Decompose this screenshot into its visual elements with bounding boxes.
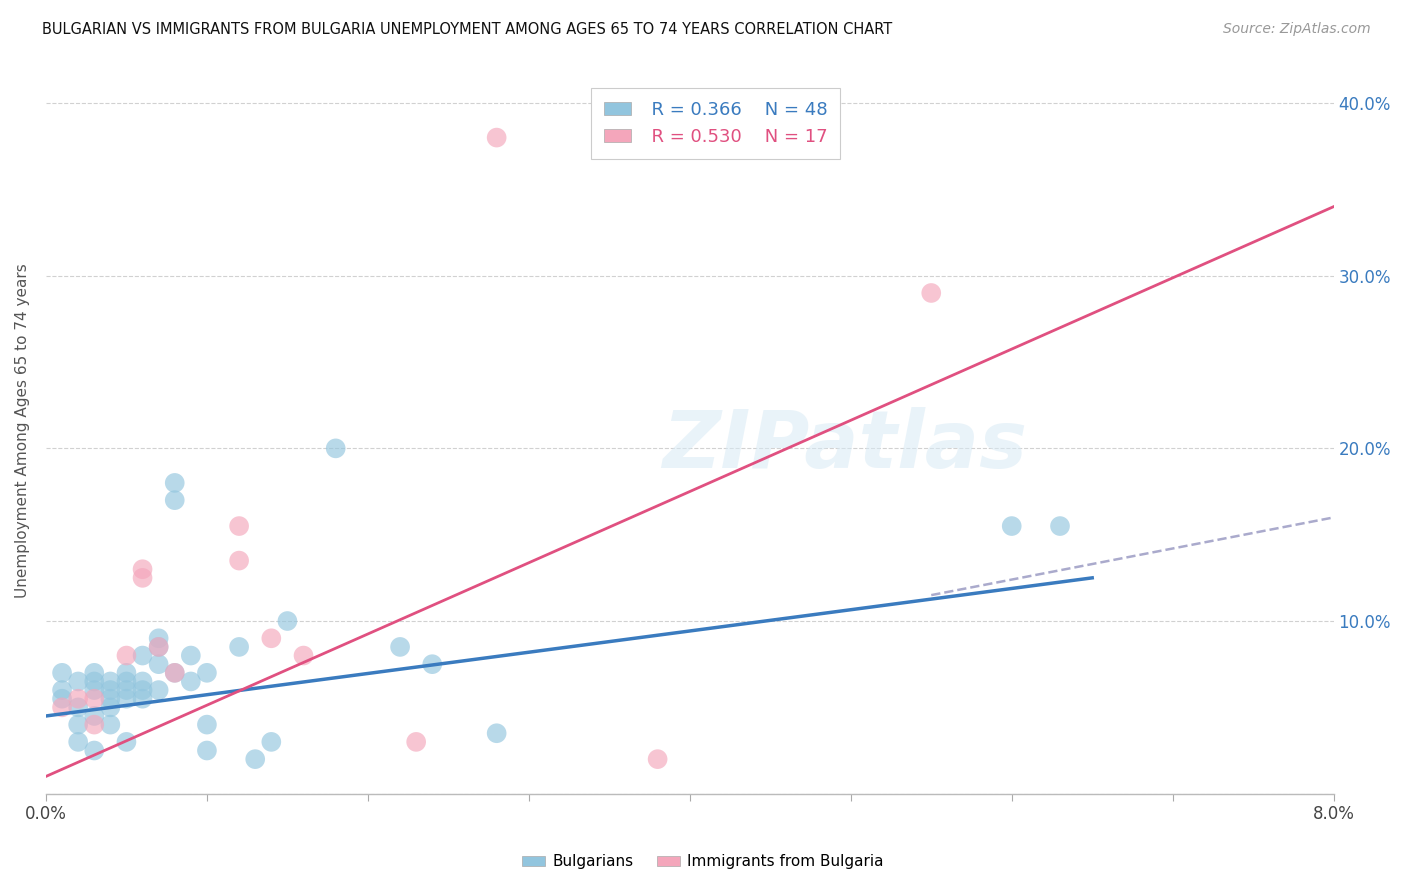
Point	[67, 691, 90, 706]
Point	[115, 674, 138, 689]
Point	[228, 640, 250, 654]
Point	[920, 285, 942, 300]
Point	[148, 640, 170, 654]
Point	[83, 709, 105, 723]
Point	[98, 691, 121, 706]
Point	[163, 665, 186, 680]
Point	[51, 665, 73, 680]
Point	[131, 674, 153, 689]
Point	[98, 683, 121, 698]
Point	[195, 743, 218, 757]
Legend:   R = 0.366    N = 48,   R = 0.530    N = 17: R = 0.366 N = 48, R = 0.530 N = 17	[591, 88, 839, 159]
Point	[67, 717, 90, 731]
Point	[1049, 519, 1071, 533]
Point	[83, 717, 105, 731]
Point	[131, 571, 153, 585]
Point	[115, 735, 138, 749]
Point	[131, 648, 153, 663]
Point	[98, 717, 121, 731]
Point	[180, 674, 202, 689]
Point	[325, 442, 347, 456]
Point	[51, 683, 73, 698]
Point	[245, 752, 267, 766]
Y-axis label: Unemployment Among Ages 65 to 74 years: Unemployment Among Ages 65 to 74 years	[15, 264, 30, 599]
Point	[115, 683, 138, 698]
Point	[485, 726, 508, 740]
Point	[148, 683, 170, 698]
Point	[163, 493, 186, 508]
Point	[148, 657, 170, 672]
Point	[389, 640, 412, 654]
Point	[51, 700, 73, 714]
Point	[260, 735, 283, 749]
Point	[228, 553, 250, 567]
Point	[67, 674, 90, 689]
Point	[131, 562, 153, 576]
Point	[195, 665, 218, 680]
Text: BULGARIAN VS IMMIGRANTS FROM BULGARIA UNEMPLOYMENT AMONG AGES 65 TO 74 YEARS COR: BULGARIAN VS IMMIGRANTS FROM BULGARIA UN…	[42, 22, 893, 37]
Point	[115, 648, 138, 663]
Legend: Bulgarians, Immigrants from Bulgaria: Bulgarians, Immigrants from Bulgaria	[516, 848, 890, 875]
Point	[228, 519, 250, 533]
Point	[163, 665, 186, 680]
Point	[98, 674, 121, 689]
Point	[485, 130, 508, 145]
Point	[647, 752, 669, 766]
Point	[292, 648, 315, 663]
Point	[131, 691, 153, 706]
Point	[260, 632, 283, 646]
Point	[83, 691, 105, 706]
Point	[83, 665, 105, 680]
Point	[83, 683, 105, 698]
Text: Source: ZipAtlas.com: Source: ZipAtlas.com	[1223, 22, 1371, 37]
Point	[420, 657, 443, 672]
Point	[1001, 519, 1024, 533]
Point	[98, 700, 121, 714]
Point	[276, 614, 298, 628]
Point	[115, 691, 138, 706]
Point	[148, 632, 170, 646]
Point	[131, 683, 153, 698]
Point	[115, 665, 138, 680]
Point	[67, 700, 90, 714]
Text: ZIPatlas: ZIPatlas	[662, 407, 1026, 484]
Point	[180, 648, 202, 663]
Point	[195, 717, 218, 731]
Point	[148, 640, 170, 654]
Point	[83, 743, 105, 757]
Point	[83, 674, 105, 689]
Point	[405, 735, 427, 749]
Point	[163, 475, 186, 490]
Point	[67, 735, 90, 749]
Point	[51, 691, 73, 706]
